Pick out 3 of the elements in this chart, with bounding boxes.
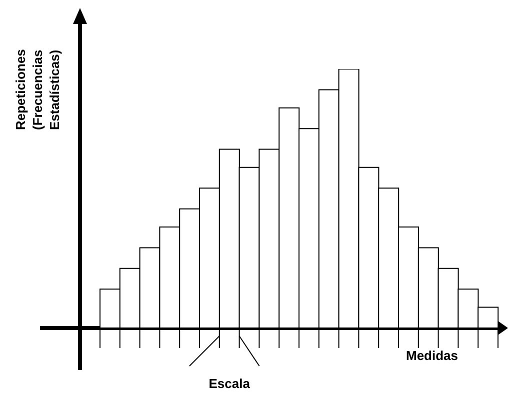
y-axis-title: Repeticiones (Frecuencias Estadísticas) <box>13 49 62 130</box>
text: Escala <box>208 376 251 391</box>
x-axis-title: Medidas <box>406 348 458 363</box>
